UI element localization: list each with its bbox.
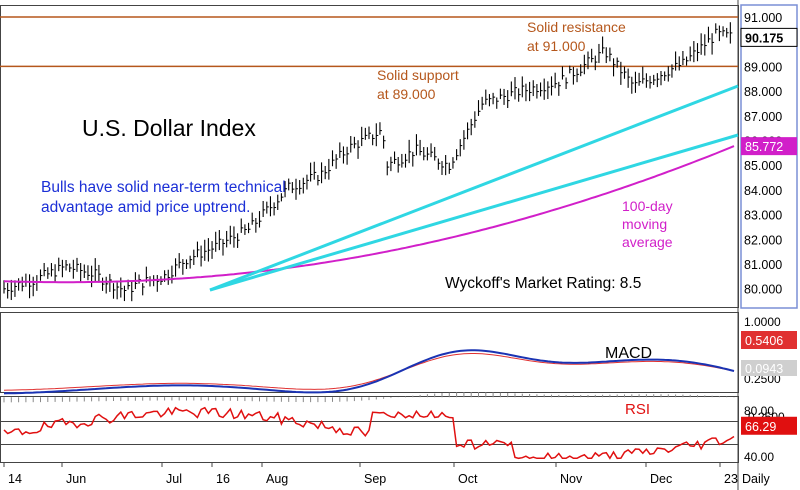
- macd-tick-label: 1.0000: [744, 315, 781, 329]
- panel-frame-0: [0, 5, 739, 308]
- x-tick-label: 16: [216, 472, 230, 486]
- price-tick-label: 91.000: [744, 11, 782, 25]
- macd-signal-line: [3, 353, 735, 391]
- last-price-box: [740, 27, 798, 47]
- bulls-annotation: Bulls have solid near-term technical adv…: [41, 179, 286, 216]
- period-label: Daily: [742, 472, 771, 486]
- x-tick-label: 23: [724, 472, 738, 486]
- ma-value-box: [741, 137, 797, 156]
- macd-value-label: 0.5406: [745, 334, 783, 348]
- price-tick-label: 85.000: [744, 159, 782, 173]
- price-tick-label: 84.000: [744, 184, 782, 198]
- price-bars: [3, 22, 733, 302]
- rsi-tick-label: 40.00: [744, 450, 774, 464]
- ma-value-label: 85.772: [745, 140, 783, 154]
- ma-line: [3, 145, 735, 284]
- rsi-label: RSI: [625, 401, 651, 418]
- price-tick-label: 82.000: [744, 233, 782, 247]
- last-price-label: 90.175: [745, 31, 783, 45]
- x-tick-label: Oct: [458, 472, 478, 486]
- macd-value-box: [741, 331, 797, 349]
- ma-label: 100-day moving average: [622, 198, 673, 250]
- macd-label: MACD: [605, 345, 653, 362]
- price-tick-label: 83.000: [744, 209, 782, 223]
- x-tick-label: Jun: [66, 472, 86, 486]
- x-tick-label: Nov: [560, 472, 583, 486]
- rsi-tick-label: 80.00: [744, 404, 774, 418]
- chart-title: U.S. Dollar Index: [82, 115, 256, 141]
- macd-hist-value-label: 0.0943: [745, 362, 783, 376]
- x-tick-label: 14: [8, 472, 22, 486]
- rsi-value-label: 66.29: [745, 420, 776, 434]
- x-tick-label: Aug: [266, 472, 288, 486]
- price-tick-label: 81.000: [744, 258, 782, 272]
- macd-line: [3, 349, 735, 395]
- rating-annotation: Wyckoff's Market Rating: 8.5: [445, 275, 642, 292]
- support-annotation: Solid support at 89.000: [377, 67, 459, 102]
- price-tick-label: 87.000: [744, 110, 782, 124]
- resistance-annotation: Solid resistance at 91.000: [527, 19, 626, 54]
- trendline-steep: [209, 84, 739, 292]
- price-tick-label: 80.000: [744, 283, 782, 297]
- rsi-value-box: [741, 416, 797, 435]
- rsi-line: [3, 406, 735, 460]
- x-tick-label: Dec: [650, 472, 672, 486]
- price-axis-frame: [740, 4, 798, 309]
- macd-hist-value-box: [741, 360, 797, 376]
- price-tick-label: 88.000: [744, 85, 782, 99]
- x-tick-label: Jul: [166, 472, 182, 486]
- price-tick-label: 89.000: [744, 60, 782, 74]
- trendline-shallow: [209, 133, 739, 292]
- x-tick-label: Sep: [364, 472, 386, 486]
